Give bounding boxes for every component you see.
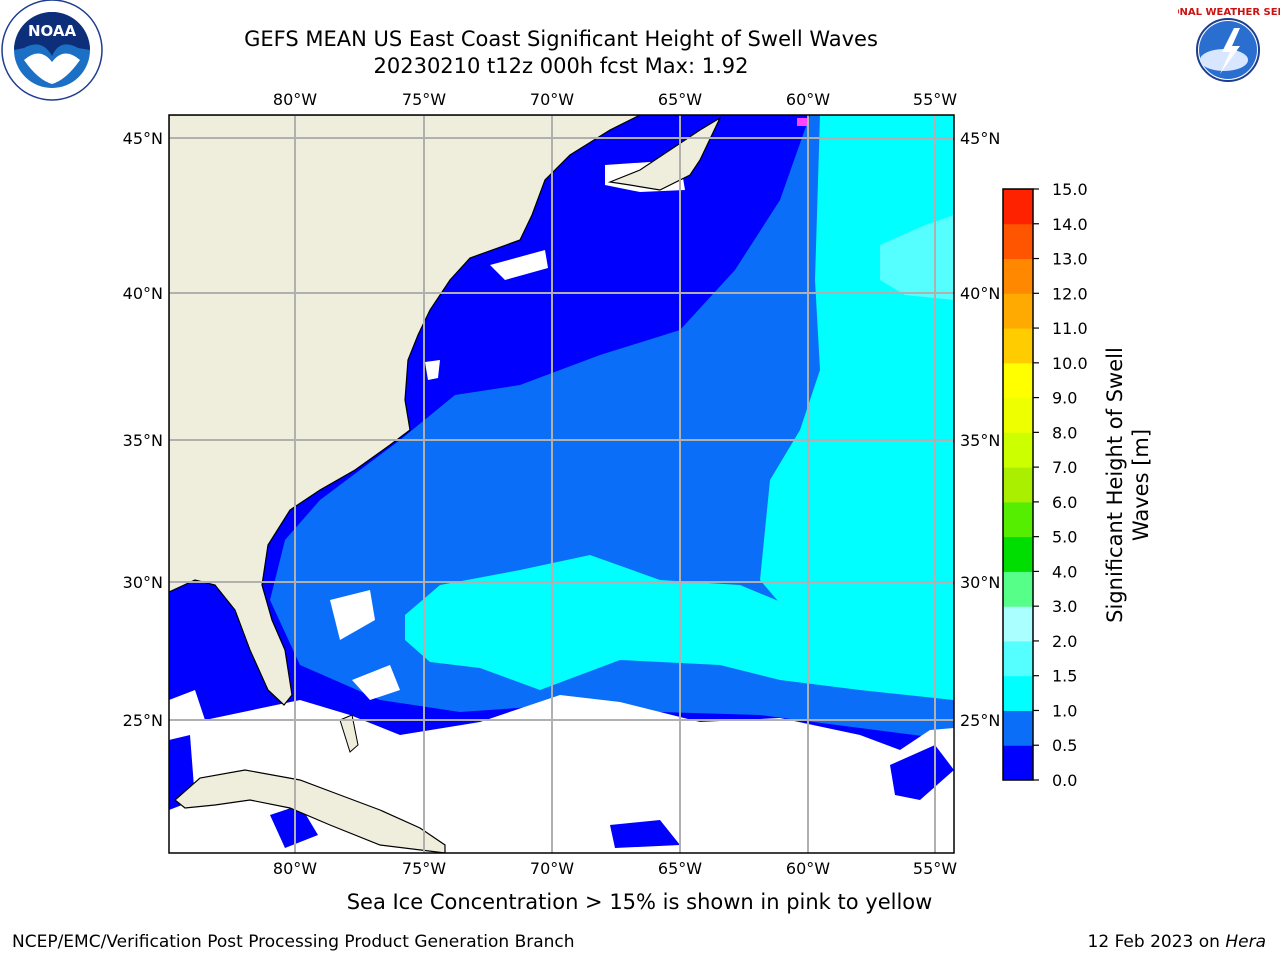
lon-label: 70°W (530, 90, 574, 109)
lat-label: 35°N (960, 431, 1000, 450)
colorbar-tick-label: 1.0 (1052, 701, 1077, 720)
lat-label: 30°N (960, 573, 1000, 592)
colorbar-label-line2: Waves [m] (1129, 429, 1153, 541)
lon-label: 65°W (658, 90, 702, 109)
sea-ice-note: Sea Ice Concentration > 15% is shown in … (346, 890, 933, 914)
noaa-logo-text: NOAA (28, 22, 77, 40)
colorbar-tick-label: 15.0 (1052, 180, 1088, 199)
land-bahamas (339, 714, 359, 753)
colorbar-segment (1003, 571, 1033, 607)
lat-label: 45°N (123, 129, 163, 148)
no-data-patch (330, 590, 375, 640)
colorbar-tick-label: 3.0 (1052, 597, 1077, 616)
no-data-patch (490, 250, 548, 280)
colorbar-tick-label: 6.0 (1052, 493, 1077, 512)
lat-label: 30°N (123, 573, 163, 592)
lat-label: 40°N (123, 284, 163, 303)
colorbar-segment (1003, 397, 1033, 433)
colorbar-segment (1003, 536, 1033, 572)
chart-title: GEFS MEAN US East Coast Significant Heig… (244, 27, 878, 51)
noaa-logo: NOAA (1, 0, 103, 101)
colorbar-segment (1003, 189, 1033, 225)
lon-labels-top: 80°W 75°W 70°W 65°W 60°W 55°W (273, 90, 957, 109)
colorbar-tick-label: 8.0 (1052, 423, 1077, 442)
graticule (169, 115, 954, 853)
lat-label: 25°N (960, 711, 1000, 730)
no-data-patch (352, 665, 400, 700)
lon-label: 80°W (273, 859, 317, 878)
lon-label: 60°W (786, 859, 830, 878)
colorbar-tick-label: 0.0 (1052, 771, 1077, 790)
colorbar-tick-label: 11.0 (1052, 319, 1088, 338)
lat-label: 40°N (960, 284, 1000, 303)
lat-labels-left: 45°N 40°N 35°N 30°N 25°N (123, 129, 163, 730)
nws-logo: NATIONAL WEATHER SERVICE (1178, 3, 1280, 97)
colorbar-segment (1003, 293, 1033, 329)
colorbar-tick-label: 0.5 (1052, 736, 1077, 755)
colorbar-segment (1003, 432, 1033, 468)
run-date: 12 Feb 2023 on Hera (1088, 932, 1266, 952)
lon-label: 75°W (402, 859, 446, 878)
lon-labels-bottom: 80°W 75°W 70°W 65°W 60°W 55°W (273, 859, 957, 878)
colorbar-tick-label: 2.0 (1052, 632, 1077, 651)
colorbar-segment (1003, 362, 1033, 399)
swell-patch-south (890, 745, 954, 800)
lat-label: 25°N (123, 711, 163, 730)
machine-name: Hera (1225, 932, 1266, 952)
lat-labels-right: 45°N 40°N 35°N 30°N 25°N (960, 129, 1000, 730)
colorbar-tick-label: 12.0 (1052, 284, 1088, 303)
lon-label: 65°W (658, 859, 702, 878)
no-data-patch (425, 360, 440, 380)
colorbar-segment (1003, 258, 1033, 294)
colorbar-tick-label: 5.0 (1052, 528, 1077, 547)
colorbar-segment (1003, 606, 1033, 642)
colorbar-tick-label: 7.0 (1052, 458, 1077, 477)
colorbar-segment (1003, 640, 1033, 677)
colorbar-tick-label: 13.0 (1052, 250, 1088, 269)
colorbar-tick-label: 14.0 (1052, 215, 1088, 234)
colorbar-segment (1003, 710, 1033, 746)
colorbar-segment (1003, 501, 1033, 538)
map-frame (168, 114, 955, 854)
colorbar-tick-label: 4.0 (1052, 562, 1077, 581)
swell-patch-south (610, 820, 680, 848)
lon-label: 60°W (786, 90, 830, 109)
nws-logo-text: NATIONAL WEATHER SERVICE (1178, 7, 1280, 18)
sea-ice-patch (797, 118, 807, 126)
colorbar-segment (1003, 745, 1033, 781)
lon-label: 55°W (913, 90, 957, 109)
lon-label: 80°W (273, 90, 317, 109)
lat-label: 45°N (960, 129, 1000, 148)
colorbar: 0.0 0.5 1.0 1.5 2.0 3.0 4.0 5.0 6.0 7.0 8.0 9.0 10.0… (1003, 180, 1088, 790)
run-date-text: 12 Feb 2023 on (1087, 932, 1226, 952)
colorbar-segment (1003, 328, 1033, 364)
colorbar-segment (1003, 675, 1033, 711)
colorbar-frame (1002, 188, 1034, 781)
colorbar-segment (1003, 223, 1033, 260)
lat-label: 35°N (123, 431, 163, 450)
colorbar-tick-label: 9.0 (1052, 389, 1077, 408)
colorbar-tick-label: 1.5 (1052, 667, 1077, 686)
lon-label: 55°W (913, 859, 957, 878)
chart-subtitle: 20230210 t12z 000h fcst Max: 1.92 (373, 54, 749, 78)
lon-label: 70°W (530, 859, 574, 878)
branch-credit: NCEP/EMC/Verification Post Processing Pr… (12, 932, 575, 952)
lon-label: 75°W (402, 90, 446, 109)
colorbar-label-line1: Significant Height of Swell (1103, 347, 1127, 623)
colorbar-segment (1003, 467, 1033, 503)
colorbar-tick-label: 10.0 (1052, 354, 1088, 373)
land-cuba (174, 769, 446, 853)
land-north-america (169, 115, 641, 706)
